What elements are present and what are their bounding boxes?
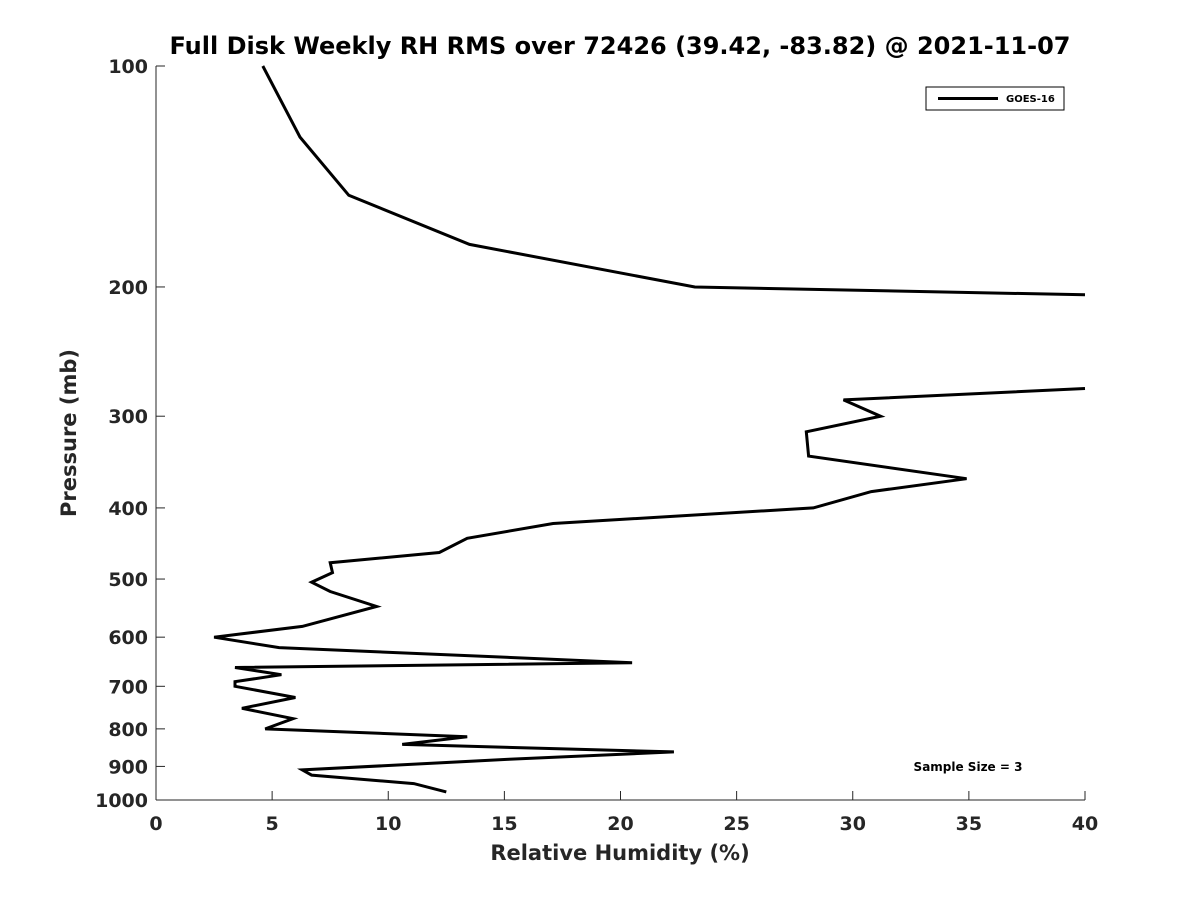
y-tick-label: 500	[108, 569, 148, 591]
y-axis: 100 200 300 400 500 600 700 800 900 1000	[95, 56, 165, 812]
y-axis-label: Pressure (mb)	[57, 349, 81, 517]
x-axis-label: Relative Humidity (%)	[490, 841, 749, 865]
y-tick-label: 300	[108, 406, 148, 428]
legend-label-goes-16: GOES-16	[1006, 94, 1055, 105]
series-line-goes-16-segment-2	[213, 387, 1086, 794]
chart-title: Full Disk Weekly RH RMS over 72426 (39.4…	[169, 32, 1070, 60]
x-tick-label: 40	[1072, 813, 1098, 835]
y-tick-label: 100	[108, 56, 148, 78]
y-tick-label: 400	[108, 498, 148, 520]
y-tick-label: 800	[108, 719, 148, 741]
y-tick-label: 600	[108, 627, 148, 649]
y-tick-label: 1000	[95, 790, 148, 812]
x-tick-label: 25	[723, 813, 749, 835]
x-tick-label: 20	[607, 813, 633, 835]
y-tick-label: 900	[108, 756, 148, 778]
x-tick-label: 30	[840, 813, 866, 835]
y-tick-label: 200	[108, 277, 148, 299]
x-tick-label: 15	[491, 813, 517, 835]
x-tick-label: 5	[266, 813, 279, 835]
legend: GOES-16	[925, 86, 1065, 111]
x-tick-label: 10	[375, 813, 401, 835]
y-tick-label: 700	[108, 676, 148, 698]
x-axis: 0 5 10 15 20 25 30 35 40	[149, 791, 1098, 835]
x-tick-label: 35	[956, 813, 982, 835]
series-lines	[213, 65, 1086, 794]
plot-area	[155, 66, 1085, 801]
sample-size-annotation: Sample Size = 3	[914, 760, 1023, 774]
x-tick-label: 0	[149, 813, 162, 835]
series-line-goes-16-segment-1	[261, 65, 1086, 297]
